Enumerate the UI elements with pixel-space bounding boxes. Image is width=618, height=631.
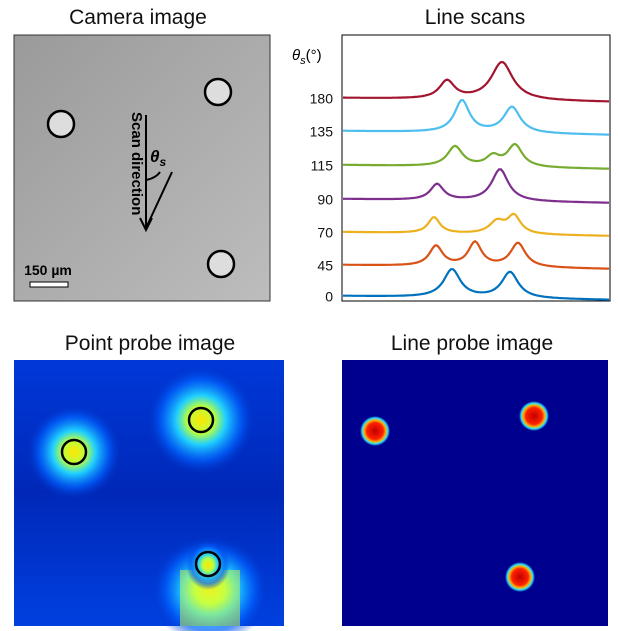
tick-label: 45 bbox=[317, 258, 333, 274]
symbol: θ bbox=[292, 47, 300, 64]
scan-curve bbox=[343, 100, 609, 134]
scan-curve bbox=[343, 241, 609, 268]
tick-label: 70 bbox=[317, 225, 333, 241]
subscript: s bbox=[159, 155, 166, 169]
tick-label: 180 bbox=[310, 91, 334, 107]
scan-curve bbox=[343, 62, 609, 101]
scale-bar bbox=[30, 282, 68, 287]
line-probe-image bbox=[342, 360, 608, 626]
axis-label: θs(°) bbox=[292, 47, 322, 67]
line-scans: 180 135 115 90 70 45 0 bbox=[310, 62, 609, 305]
tick-label: 115 bbox=[311, 158, 334, 174]
panel-title: Line scans bbox=[425, 6, 525, 29]
tick-label: 90 bbox=[317, 192, 333, 208]
unit: (°) bbox=[306, 47, 322, 64]
scan-curve bbox=[343, 144, 609, 169]
scan-curve bbox=[343, 269, 609, 299]
figure: Camera image Scan direction θ s 150 µm Li… bbox=[0, 0, 618, 631]
scan-direction: Scan direction bbox=[128, 112, 145, 215]
panel-title: Camera image bbox=[69, 6, 207, 29]
scan-curve bbox=[343, 214, 609, 236]
scale-label: 150 µm bbox=[24, 262, 72, 278]
scan-curve bbox=[343, 169, 609, 202]
tick-label: 0 bbox=[325, 289, 333, 305]
tick-label: 135 bbox=[310, 124, 334, 140]
panel-title: Point probe image bbox=[65, 332, 235, 355]
panel-title: Line probe image bbox=[391, 332, 553, 355]
